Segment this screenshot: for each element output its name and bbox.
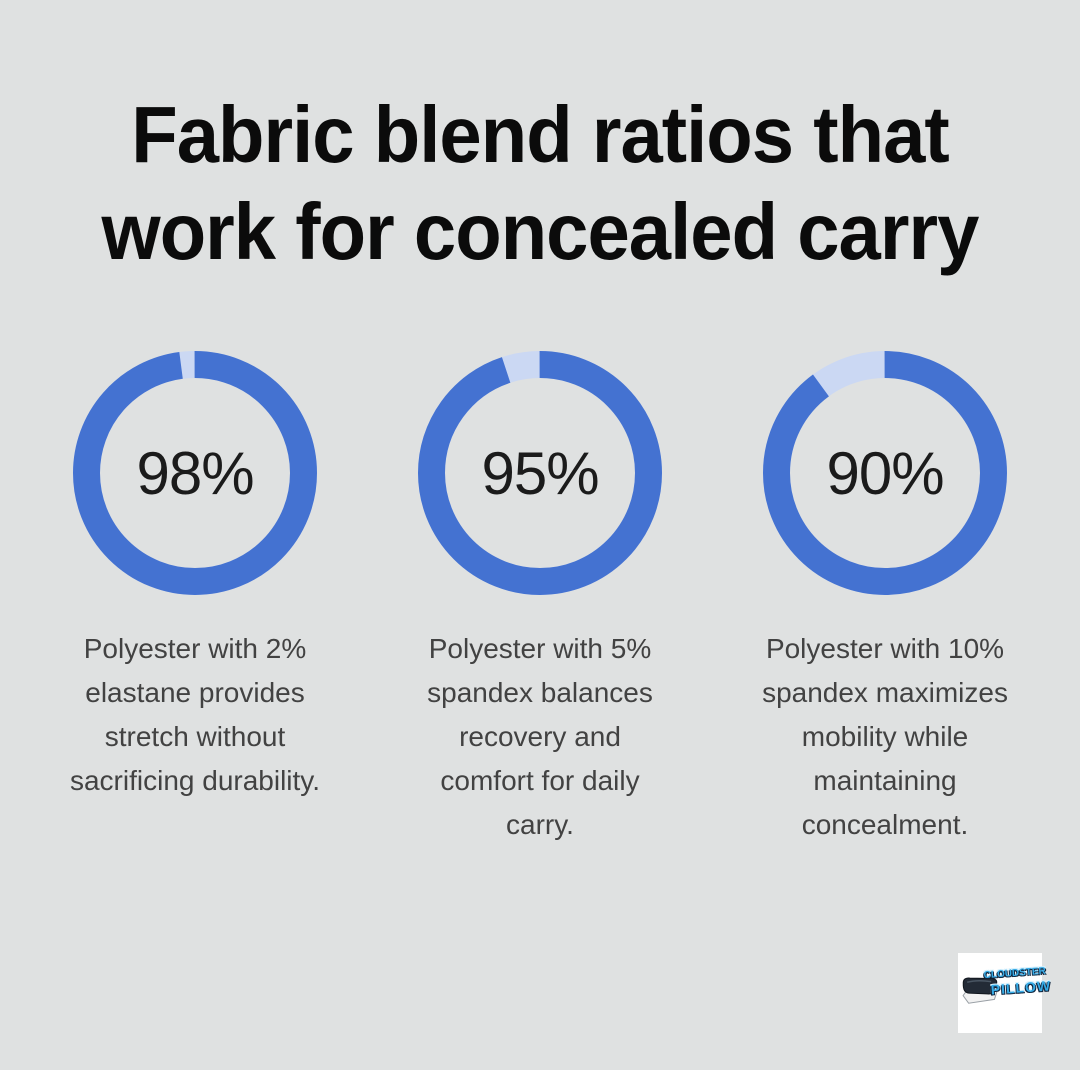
page-title: Fabric blend ratios that work for concea… <box>27 86 1053 280</box>
donut-progress-arc <box>418 351 662 595</box>
donut-chart-95: 95% <box>418 351 662 595</box>
donut-progress-arc <box>763 351 1007 595</box>
donut-progress-arc <box>73 351 317 595</box>
page-title-line1: Fabric blend ratios that <box>131 90 949 179</box>
donut-chart-98: 98% <box>73 351 317 595</box>
chart-column-90: 90% Polyester with 10% spandex maximizes… <box>730 351 1040 847</box>
logo-inner: CLOUDSTER PILLOW <box>955 950 1052 1036</box>
pillow-icon <box>958 969 1003 1015</box>
donut-caption: Polyester with 5% spandex balances recov… <box>427 633 653 840</box>
cloudster-pillow-logo: CLOUDSTER PILLOW <box>955 950 1052 1036</box>
donut-caption: Polyester with 10% spandex maximizes mob… <box>762 633 1008 840</box>
donut-value-label: 90% <box>826 439 944 507</box>
donut-caption: Polyester with 2% elastane provides stre… <box>69 633 321 796</box>
donut-value-label: 95% <box>481 439 599 507</box>
page-title-line2: work for concealed carry <box>101 187 980 276</box>
logo-text-line2: PILLOW <box>990 977 1052 998</box>
chart-column-95: 95% Polyester with 5% spandex balances r… <box>385 351 695 847</box>
donut-charts-row: 98% Polyester with 2% elastane provides … <box>40 351 1040 847</box>
donut-ring-svg <box>73 351 317 595</box>
donut-ring-svg <box>763 351 1007 595</box>
donut-chart-90: 90% <box>763 351 1007 595</box>
donut-value-label: 98% <box>136 439 254 507</box>
chart-column-98: 98% Polyester with 2% elastane provides … <box>40 351 350 847</box>
donut-ring-svg <box>418 351 662 595</box>
